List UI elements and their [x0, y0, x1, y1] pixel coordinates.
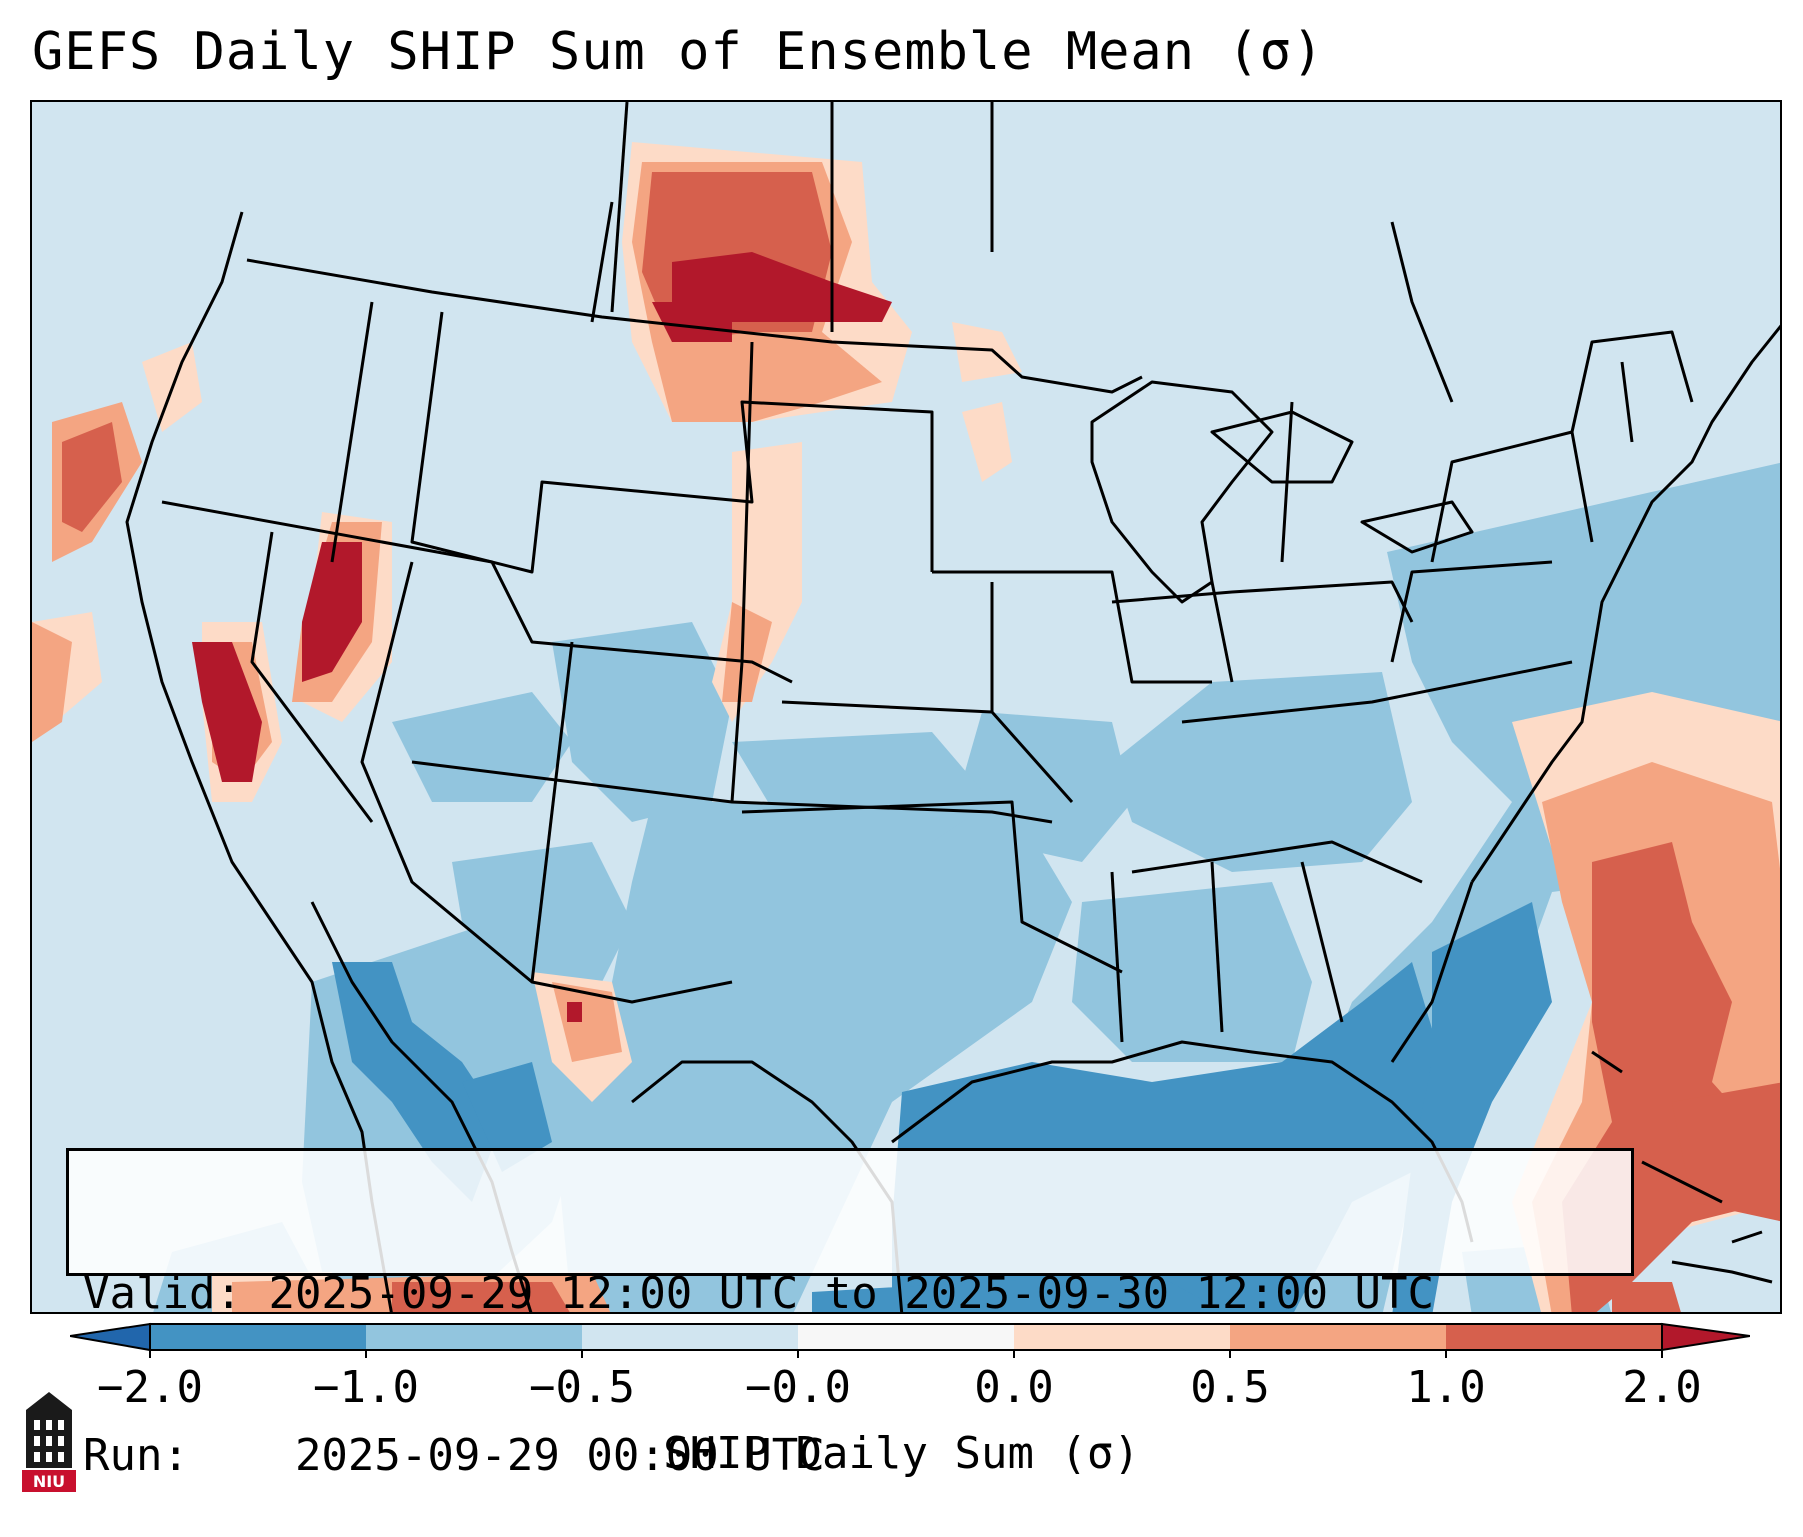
- field-deep-red-regions: [192, 252, 892, 1022]
- logo-windows: [34, 1420, 64, 1462]
- colorbar-tick-label: −0.5: [529, 1362, 635, 1413]
- colorbar-bin-5: [1014, 1324, 1230, 1350]
- coastline-and-borders: [125, 102, 1780, 1312]
- map-panel: [30, 100, 1782, 1314]
- colorbar-bin-2: [366, 1324, 582, 1350]
- colorbar-bin-6: [1230, 1324, 1446, 1350]
- logo-text: NIU: [33, 1472, 65, 1491]
- colorbar-tick-label: 2.0: [1622, 1362, 1702, 1413]
- valid-value: 2025-09-29 12:00 UTC to 2025-09-30 12:00…: [268, 1268, 1435, 1319]
- colorbar-over-triangle: [1661, 1322, 1750, 1352]
- colorbar-tick-label: −0.0: [745, 1362, 851, 1413]
- logo-badge: [22, 1470, 76, 1492]
- islands: [1591, 1050, 1773, 1284]
- colorbar-bin-4: [798, 1324, 1014, 1350]
- colorbar-tick-label: 0.5: [1190, 1362, 1270, 1413]
- run-label: Run:: [83, 1430, 189, 1481]
- field-map: [32, 102, 1780, 1312]
- valid-row: Valid: 2025-09-29 12:00 UTC to 2025-09-3…: [83, 1267, 1617, 1321]
- colorbar-outline: [149, 1323, 1663, 1351]
- colorbar-label: SHIP Daily Sum (σ): [663, 1428, 1140, 1479]
- colorbar-ticks: [149, 1350, 1663, 1358]
- run-value: 2025-09-29 00:00 UTC: [294, 1430, 825, 1481]
- colorbar-tick-label: 0.0: [974, 1362, 1054, 1413]
- run-row: Run: 2025-09-29 00:00 UTC: [83, 1429, 1617, 1483]
- colorbar-bin-1: [150, 1324, 366, 1350]
- colorbar-bin-7: [1446, 1324, 1662, 1350]
- validity-info-box: Valid: 2025-09-29 12:00 UTC to 2025-09-3…: [66, 1148, 1634, 1481]
- colorbar-under-triangle: [70, 1322, 151, 1352]
- colorbar-tick-label: −1.0: [313, 1362, 419, 1413]
- colorbar-bin-3: [582, 1324, 798, 1350]
- niu-logo: NIU: [22, 1392, 76, 1492]
- colorbar-tick-label: −2.0: [97, 1362, 203, 1413]
- colorbar-tick-label: 1.0: [1406, 1362, 1486, 1413]
- colorbar: [70, 1322, 1750, 1358]
- valid-label: Valid:: [83, 1268, 242, 1319]
- page-title: GEFS Daily SHIP Sum of Ensemble Mean (σ): [32, 22, 1325, 82]
